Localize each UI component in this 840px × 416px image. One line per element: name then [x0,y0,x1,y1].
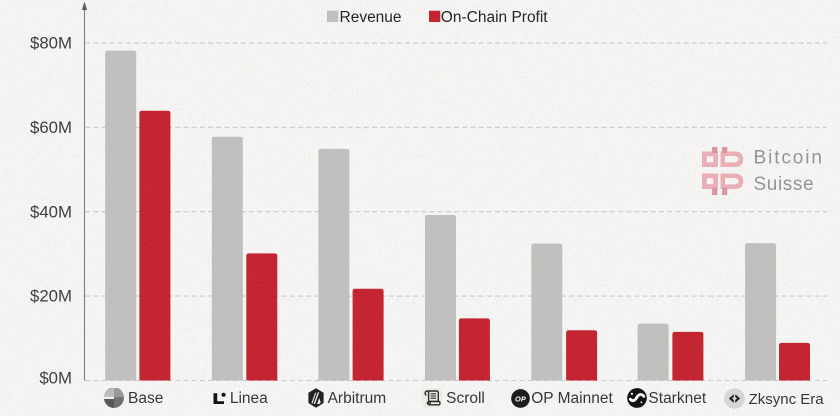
svg-text:OP: OP [515,394,526,403]
